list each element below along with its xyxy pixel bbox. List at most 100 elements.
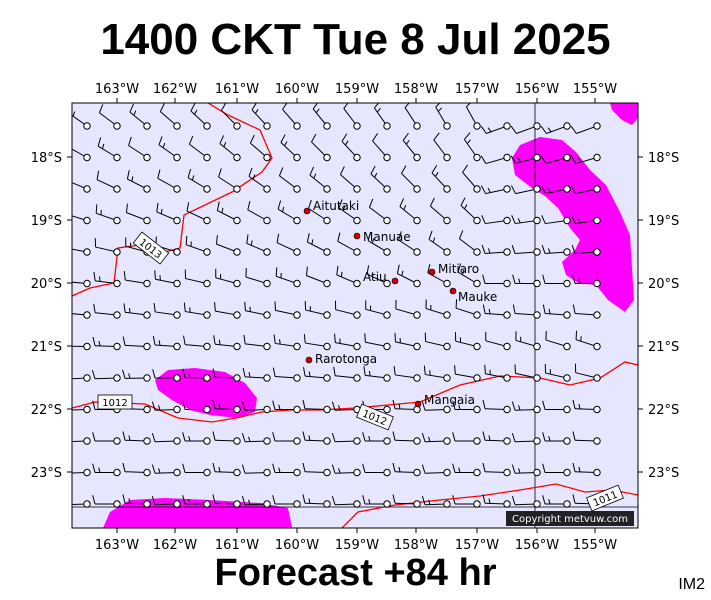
wind-barb bbox=[122, 336, 151, 351]
wind-barb bbox=[401, 165, 421, 193]
wind-barb bbox=[125, 203, 151, 225]
wind-barb bbox=[72, 500, 91, 508]
wind-barb bbox=[302, 399, 331, 414]
wind-barb bbox=[272, 400, 301, 414]
island-mauke: Mauke bbox=[449, 287, 497, 304]
wind-barb bbox=[277, 200, 301, 225]
wind-barb bbox=[122, 462, 151, 477]
wind-barb bbox=[570, 122, 601, 134]
wind-barb bbox=[542, 304, 571, 319]
wind-barb bbox=[421, 401, 451, 414]
wind-barb bbox=[334, 333, 361, 351]
wind-barb bbox=[312, 103, 331, 130]
lon-label-bottom: 163°W bbox=[95, 538, 139, 553]
wind-barb bbox=[398, 231, 421, 256]
wind-barb bbox=[363, 366, 391, 382]
wind-barb bbox=[431, 165, 451, 193]
wind-barb bbox=[72, 279, 91, 288]
wind-barb bbox=[190, 103, 211, 130]
wind-barb bbox=[362, 432, 391, 445]
wind-barb bbox=[93, 271, 121, 288]
wind-barb bbox=[454, 332, 481, 351]
wind-barb bbox=[544, 364, 571, 382]
wind-barb bbox=[212, 494, 241, 508]
svg-text:Mauke: Mauke bbox=[458, 290, 497, 304]
wind-barb bbox=[304, 301, 331, 319]
wind-barb bbox=[575, 330, 601, 351]
wind-barb bbox=[153, 302, 181, 319]
wind-barb bbox=[542, 495, 571, 508]
wind-barb bbox=[152, 369, 181, 382]
wind-barb bbox=[306, 233, 331, 256]
wind-barb bbox=[92, 336, 121, 351]
wind-barb bbox=[463, 132, 481, 162]
lon-label-bottom: 160°W bbox=[275, 538, 319, 553]
lon-label-bottom: 159°W bbox=[335, 538, 379, 553]
rain-area-east bbox=[512, 137, 634, 312]
wind-barb bbox=[154, 270, 181, 288]
svg-text:Manuae: Manuae bbox=[363, 230, 411, 244]
wind-barb bbox=[393, 365, 421, 382]
wind-barb bbox=[272, 432, 301, 445]
wind-barb bbox=[182, 495, 211, 508]
wind-barb bbox=[182, 368, 211, 382]
wind-barb bbox=[367, 231, 391, 256]
lon-label-bottom: 155°W bbox=[573, 538, 617, 553]
lon-label-top: 155°W bbox=[573, 82, 617, 97]
wind-barb bbox=[482, 462, 511, 477]
wind-barb bbox=[272, 463, 301, 477]
lat-label-left: 18°S bbox=[31, 151, 62, 166]
wind-barb bbox=[242, 367, 271, 382]
wind-barb bbox=[331, 433, 361, 445]
map-title: 1400 CKT Tue 8 Jul 2025 bbox=[100, 15, 611, 64]
wind-barb bbox=[424, 332, 451, 351]
lat-label-right: 23°S bbox=[648, 466, 679, 481]
wind-barb bbox=[241, 401, 271, 414]
lon-label-top: 160°W bbox=[275, 82, 319, 97]
wind-barb bbox=[241, 496, 271, 508]
wind-barb bbox=[72, 437, 91, 445]
wind-barb bbox=[511, 496, 541, 508]
wind-barb bbox=[392, 494, 421, 508]
lat-label-left: 23°S bbox=[31, 466, 62, 481]
wind-barb bbox=[572, 274, 601, 288]
forecast-label: Forecast +84 hr bbox=[214, 552, 497, 594]
wind-barb bbox=[542, 400, 571, 414]
wind-barb bbox=[421, 496, 451, 508]
wind-barb bbox=[362, 463, 391, 477]
lat-label-left: 21°S bbox=[31, 340, 62, 355]
wind-barb bbox=[187, 168, 211, 193]
wind-barb bbox=[482, 494, 511, 508]
wind-barb bbox=[183, 302, 211, 319]
rain-area-south-rarotonga bbox=[155, 368, 257, 418]
wind-barb bbox=[97, 137, 121, 162]
wind-barb bbox=[278, 167, 301, 193]
isobar-labels: 1013 1012 1012 1011 bbox=[97, 231, 624, 512]
wind-barb bbox=[159, 103, 181, 130]
wind-barb bbox=[309, 166, 331, 193]
lat-label-right: 19°S bbox=[648, 214, 679, 229]
wind-barb bbox=[465, 103, 481, 130]
wind-barb bbox=[123, 271, 151, 288]
lat-label-right: 20°S bbox=[648, 277, 679, 292]
lon-label-top: 156°W bbox=[515, 82, 559, 97]
wind-barb bbox=[302, 494, 331, 508]
wind-barb bbox=[570, 153, 601, 165]
wind-barb bbox=[540, 185, 571, 195]
wind-barb bbox=[481, 215, 511, 225]
wind-barb bbox=[541, 215, 571, 225]
lon-label-bottom: 162°W bbox=[153, 538, 197, 553]
island-rarotonga: Rarotonga bbox=[305, 352, 377, 366]
axis-ticks: 163°W 163°W 162°W 162°W 161°W 161°W 160°W 160°W… bbox=[31, 82, 680, 553]
wind-barb bbox=[151, 496, 181, 508]
wind-barb bbox=[128, 136, 151, 162]
wind-barb bbox=[92, 432, 121, 445]
wind-barb bbox=[425, 299, 451, 319]
svg-text:Mangaia: Mangaia bbox=[424, 393, 475, 407]
wind-barb bbox=[572, 431, 601, 445]
lon-label-bottom: 158°W bbox=[394, 538, 438, 553]
wind-barb bbox=[512, 274, 541, 288]
wind-barb bbox=[241, 433, 271, 445]
wind-barb bbox=[510, 153, 541, 165]
wind-barb bbox=[302, 462, 331, 477]
